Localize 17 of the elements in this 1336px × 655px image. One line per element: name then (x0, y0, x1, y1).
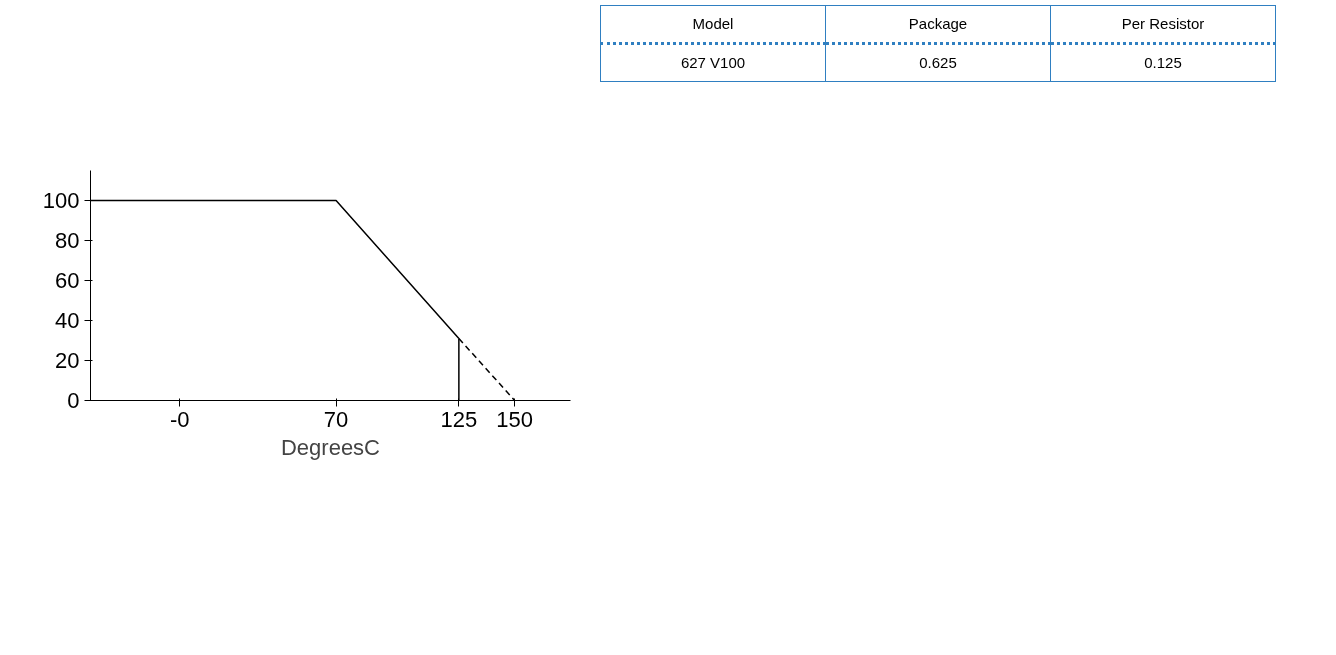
x-tick-label: 70 (323, 406, 349, 432)
x-tick-label: -0 (170, 406, 190, 432)
y-tick-label: 20 (55, 348, 80, 373)
text: 0.625 (825, 43, 1051, 82)
x-tick-label: 125 (440, 406, 478, 432)
text: Model (600, 5, 826, 44)
y-tick-label: 40 (55, 308, 80, 333)
x-tick-label: 150 (496, 406, 534, 432)
x-axis-title: DegreesC (280, 434, 381, 460)
y-tick-label: 0 (67, 388, 80, 413)
text: 627 V100 (600, 43, 826, 82)
text: Package (825, 5, 1051, 44)
text: 0.125 (1050, 43, 1276, 82)
text: Per Resistor (1050, 5, 1276, 44)
y-tick-label: 80 (55, 228, 80, 253)
y-tick-label: 60 (55, 268, 80, 293)
y-tick-label: 100 (42, 188, 80, 213)
